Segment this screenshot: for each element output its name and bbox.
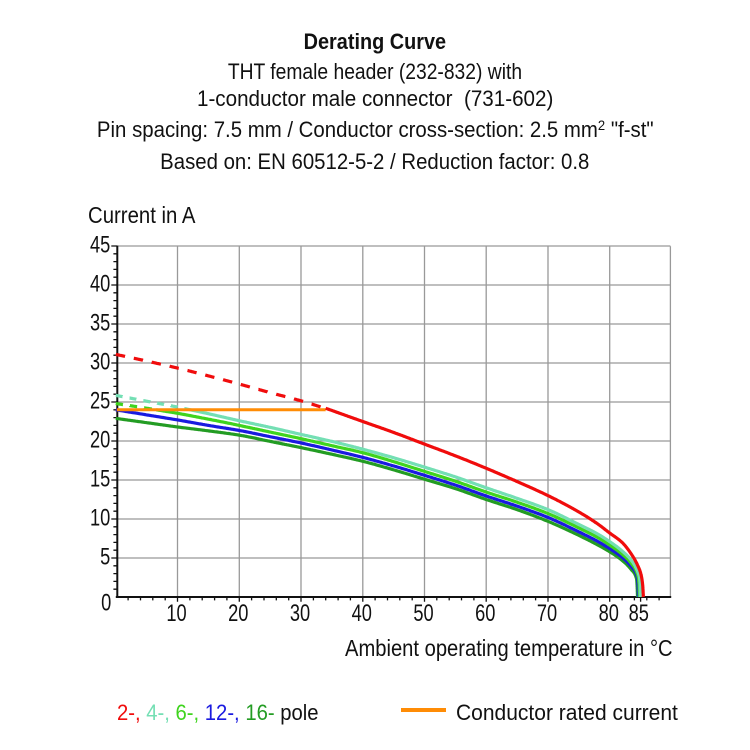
svg-text:35: 35 — [90, 309, 110, 336]
svg-text:0: 0 — [101, 589, 111, 616]
svg-text:5: 5 — [100, 543, 110, 570]
svg-text:60: 60 — [475, 599, 495, 626]
svg-text:10: 10 — [166, 599, 186, 626]
svg-text:20: 20 — [90, 426, 110, 453]
svg-text:30: 30 — [290, 599, 310, 626]
svg-text:45: 45 — [90, 231, 110, 258]
svg-text:40: 40 — [352, 599, 372, 626]
svg-text:70: 70 — [537, 599, 557, 626]
svg-text:30: 30 — [90, 348, 110, 375]
svg-text:85: 85 — [629, 599, 649, 626]
svg-text:40: 40 — [90, 270, 110, 297]
svg-text:15: 15 — [90, 465, 110, 492]
svg-text:80: 80 — [599, 599, 619, 626]
svg-text:10: 10 — [90, 504, 110, 531]
svg-text:20: 20 — [228, 599, 248, 626]
svg-text:50: 50 — [413, 599, 433, 626]
svg-text:25: 25 — [90, 387, 110, 414]
